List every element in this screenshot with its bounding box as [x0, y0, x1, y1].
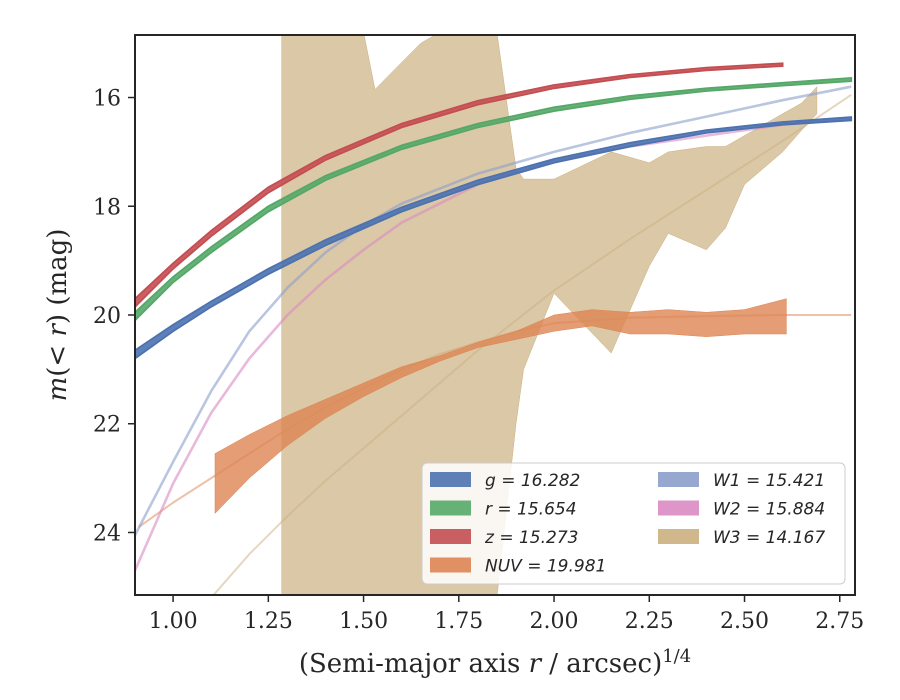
- x-tick-label: 2.75: [815, 609, 864, 634]
- legend-label-w1: W1 = 15.421: [713, 471, 825, 491]
- series-nuv: [214, 298, 787, 515]
- y-tick-label: 20: [93, 304, 121, 329]
- series-w3: [281, 35, 818, 595]
- legend-swatch-z: [430, 529, 471, 544]
- x-tick-label: 1.25: [244, 609, 293, 634]
- x-axis-label-exponent: 1/4: [662, 646, 691, 667]
- series-w1: [135, 85, 852, 536]
- x-tick-label: 2.00: [530, 609, 579, 634]
- legend-swatch-nuv: [430, 557, 471, 573]
- series-w2: [135, 118, 852, 572]
- legend-swatch-g: [430, 472, 471, 487]
- y-axis-label: m(< r) (mag): [43, 229, 73, 402]
- legend-label-w3: W3 = 14.167: [713, 528, 825, 548]
- x-axis-label-r: r: [529, 649, 543, 679]
- y-axis-label-close: ) (mag): [43, 229, 73, 325]
- x-tick-label: 1.50: [339, 609, 388, 634]
- legend-swatch-w1: [658, 472, 699, 487]
- x-axis-label: (Semi-major axis r / arcsec)1/4: [299, 646, 691, 679]
- plot-area: [135, 35, 853, 595]
- y-axis-label-r: r: [43, 323, 73, 337]
- y-axis-label-m: m: [43, 377, 73, 402]
- legend-label-z: z = 15.273: [484, 528, 578, 548]
- legend-swatch-r: [430, 500, 471, 516]
- legend-swatch-w3: [658, 529, 699, 544]
- legend-label-w2: W2 = 15.884: [713, 500, 825, 520]
- legend-label-nuv: NUV = 19.981: [485, 557, 606, 577]
- x-axis-label-unit: / arcsec): [541, 649, 662, 679]
- x-tick-label: 2.25: [625, 609, 674, 634]
- axis-ticks: 1.00 1.25 1.50 1.75 2.00 2.25 2.50 2.75 16 18 20 22…: [93, 87, 864, 634]
- y-tick-label: 16: [93, 87, 121, 112]
- series-r: [135, 77, 853, 322]
- y-tick-label: 24: [93, 521, 121, 546]
- series-g: [135, 116, 853, 360]
- x-tick-label: 2.50: [720, 609, 769, 634]
- x-tick-label: 1.00: [149, 609, 198, 634]
- x-tick-label: 1.75: [434, 609, 483, 634]
- legend-label-r: r = 15.654: [485, 500, 577, 520]
- x-axis-label-main: (Semi-major axis: [299, 649, 529, 679]
- legend-swatch-w2: [658, 500, 699, 516]
- series-z: [135, 62, 784, 309]
- y-tick-label: 22: [93, 413, 121, 438]
- y-tick-label: 18: [93, 195, 121, 220]
- legend-box: [421, 462, 846, 585]
- legend: g = 16.282 r = 15.654 z = 15.273 NUV = 19.9…: [421, 462, 846, 585]
- legend-label-g: g = 16.282: [485, 471, 580, 491]
- y-axis-label-open: (<: [43, 337, 73, 377]
